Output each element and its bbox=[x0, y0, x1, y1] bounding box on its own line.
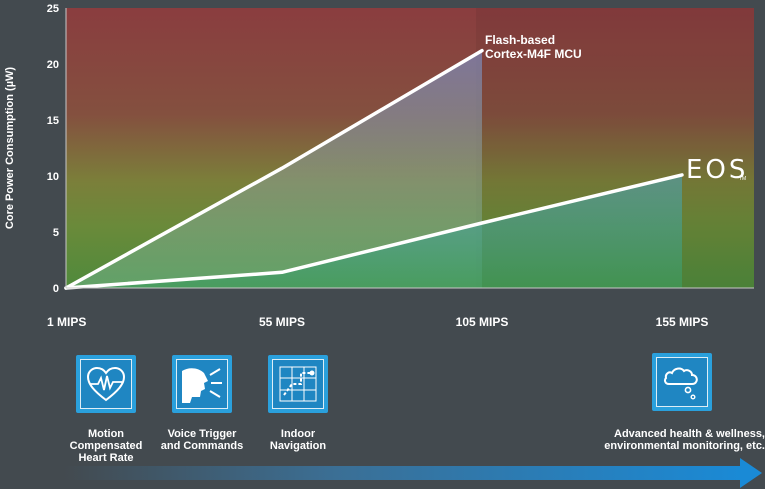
series-line-1 bbox=[64, 48, 484, 290]
heart-rate-tile bbox=[76, 355, 136, 413]
x-tick-label: 155 MIPS bbox=[656, 315, 709, 329]
indoor-navigation-label: Indoor Navigation bbox=[248, 428, 348, 452]
x-tick-label: 55 MIPS bbox=[259, 315, 305, 329]
cloud-thought-tile bbox=[652, 353, 712, 411]
y-axis-label: Core Power Consumption (µW) bbox=[4, 67, 16, 230]
heart-rate-label-line3: Heart Rate bbox=[78, 452, 134, 464]
flash-label-line2: Cortex-M4F MCU bbox=[485, 47, 582, 61]
voice-trigger-icon bbox=[182, 368, 222, 403]
heart-rate-label-line2: Compensated bbox=[69, 440, 143, 452]
x-tick-label: 105 MIPS bbox=[456, 315, 509, 329]
advanced-health-label-line2: environmental monitoring, etc. bbox=[604, 440, 765, 452]
indoor-navigation-label-line1: Indoor bbox=[280, 428, 316, 440]
eos-trademark: TM bbox=[739, 176, 746, 182]
flash-label-line1: Flash-based bbox=[485, 33, 555, 47]
voice-trigger-label-line2: and Commands bbox=[160, 440, 244, 452]
voice-trigger-label: Voice Trigger and Commands bbox=[152, 428, 252, 452]
voice-trigger-label-line1: Voice Trigger bbox=[167, 428, 237, 440]
advanced-health-label-line1: Advanced health & wellness, bbox=[614, 428, 765, 440]
advanced-health-label: Advanced health & wellness, environmenta… bbox=[590, 428, 765, 452]
heart-rate-label: Motion Compensated Heart Rate bbox=[56, 428, 156, 464]
series-line-2 bbox=[64, 173, 684, 290]
x-tick-label: 1 MIPS bbox=[47, 315, 86, 329]
y-tick-label: 10 bbox=[47, 171, 59, 183]
progression-arrow-head bbox=[740, 458, 762, 488]
y-tick-label: 20 bbox=[47, 59, 59, 71]
y-tick-label: 15 bbox=[47, 115, 59, 127]
indoor-navigation-tile bbox=[268, 355, 328, 413]
y-tick-label: 0 bbox=[53, 283, 59, 295]
y-tick-label: 25 bbox=[47, 3, 59, 15]
indoor-navigation-label-line2: Navigation bbox=[269, 440, 327, 452]
cloud-thought-icon bbox=[664, 367, 698, 400]
heart-rate-label-line1: Motion bbox=[87, 428, 125, 440]
eos-logo: EOS bbox=[686, 155, 748, 185]
series-area-1 bbox=[66, 50, 482, 288]
progression-arrow-bar bbox=[64, 466, 744, 480]
indoor-navigation-icon bbox=[279, 366, 317, 402]
y-tick-label: 5 bbox=[53, 227, 59, 239]
series-area-2 bbox=[66, 174, 682, 288]
heart-rate-icon bbox=[86, 366, 126, 402]
voice-trigger-tile bbox=[172, 355, 232, 413]
